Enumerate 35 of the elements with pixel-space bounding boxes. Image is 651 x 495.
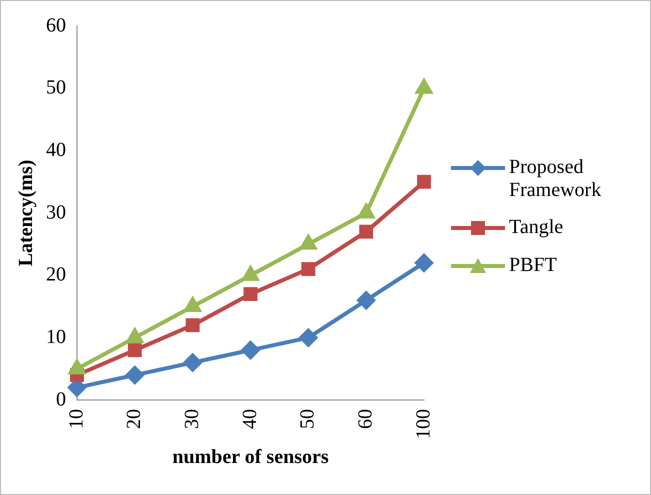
- x-tick-label: 30: [180, 409, 203, 429]
- point: [415, 254, 433, 272]
- y-tick-label: 40: [46, 138, 66, 161]
- x-axis-title: number of sensors: [172, 446, 329, 468]
- x-tick-label: 10: [65, 409, 88, 429]
- point: [358, 204, 374, 218]
- x-tick-label: 100: [412, 409, 434, 439]
- point: [416, 79, 432, 94]
- point: [184, 354, 202, 372]
- point: [301, 262, 316, 276]
- x-tick-label: 40: [238, 409, 261, 429]
- legend-label: Proposed Framework: [509, 156, 602, 202]
- y-tick-label: 30: [46, 201, 66, 224]
- point: [357, 291, 376, 310]
- point: [359, 224, 374, 239]
- y-tick-label: 0: [56, 388, 66, 410]
- y-tick-label: 50: [46, 76, 66, 99]
- point: [126, 366, 144, 384]
- point: [244, 287, 258, 301]
- point: [299, 328, 318, 347]
- y-axis-title: Latency(ms): [15, 160, 38, 266]
- x-tick-label: 20: [123, 409, 146, 429]
- point: [186, 318, 200, 332]
- point: [300, 235, 316, 250]
- point: [417, 174, 431, 189]
- point: [242, 266, 259, 281]
- legend-label: Tangle: [509, 216, 564, 239]
- legend-label: PBFT: [509, 254, 557, 277]
- x-tick-label: 60: [354, 409, 376, 429]
- point: [128, 343, 142, 358]
- y-tick-label: 60: [46, 14, 66, 36]
- point: [242, 341, 260, 360]
- y-tick-label: 10: [46, 326, 66, 348]
- x-tick-label: 50: [296, 409, 319, 429]
- y-tick-label: 20: [46, 264, 66, 286]
